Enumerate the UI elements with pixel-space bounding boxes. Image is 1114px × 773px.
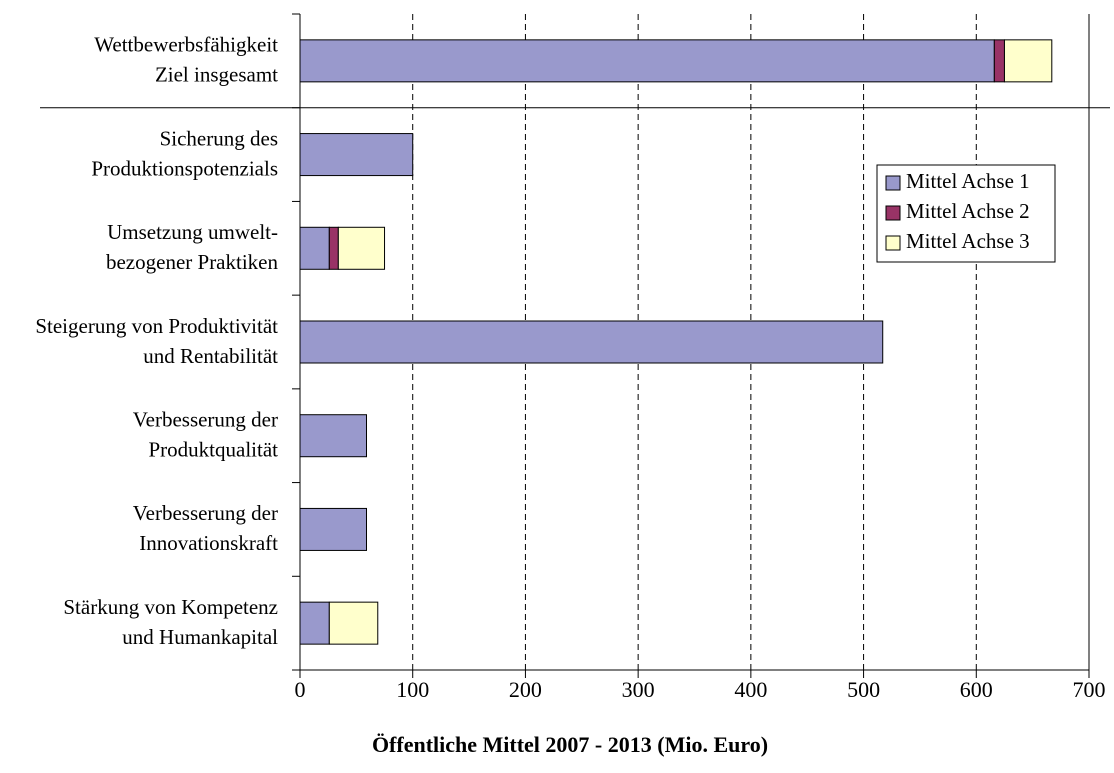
legend-swatch	[885, 235, 901, 251]
y-tick-label: Ziel insgesamt	[155, 63, 278, 87]
y-tick-label: Umsetzung umwelt-	[107, 220, 278, 244]
y-tick-label: und Humankapital	[122, 625, 278, 649]
x-tick-label: 100	[396, 677, 429, 702]
bar-segment	[299, 507, 368, 551]
bar-segment	[299, 133, 414, 177]
legend-swatch	[885, 205, 901, 221]
y-tick-label: Produktionspotenzials	[91, 156, 278, 180]
y-tick-label: Steigerung von Produktivität	[35, 314, 278, 338]
y-tick-label: Produktqualität	[149, 438, 279, 462]
y-tick-label: Stärkung von Kompetenz	[63, 595, 278, 619]
y-tick-label: Verbesserung der	[133, 408, 278, 432]
bar-segment	[328, 226, 339, 270]
x-tick-label: 0	[295, 677, 306, 702]
x-tick-label: 500	[847, 677, 880, 702]
x-tick-label: 400	[734, 677, 767, 702]
y-tick-label: Verbesserung der	[133, 501, 278, 525]
bar-segment	[299, 414, 368, 458]
y-tick-label: Wettbewerbsfähigkeit	[94, 33, 278, 57]
legend-box	[876, 164, 1056, 263]
x-tick-label: 200	[509, 677, 542, 702]
y-tick-label: Sicherung des	[160, 126, 278, 150]
x-tick-label: 300	[622, 677, 655, 702]
bar-segment	[337, 226, 386, 270]
bar-segment	[328, 601, 379, 645]
x-tick-label: 700	[1073, 677, 1106, 702]
y-tick-label: und Rentabilität	[143, 344, 278, 368]
bar-segment	[299, 320, 884, 364]
bar-segment	[299, 226, 330, 270]
legend-label: Mittel Achse 2	[906, 199, 1030, 223]
bar-segment	[299, 601, 330, 645]
legend-label: Mittel Achse 3	[906, 229, 1030, 253]
legend-swatch	[885, 175, 901, 191]
bar-segment	[1003, 39, 1053, 83]
legend-label: Mittel Achse 1	[906, 169, 1030, 193]
bar-segment	[993, 39, 1005, 83]
x-axis-title: Öffentliche Mittel 2007 - 2013 (Mio. Eur…	[372, 732, 768, 757]
y-tick-label: Innovationskraft	[139, 531, 278, 555]
x-tick-label: 600	[960, 677, 993, 702]
y-tick-label: bezogener Praktiken	[106, 250, 279, 274]
bar-segment	[299, 39, 995, 83]
